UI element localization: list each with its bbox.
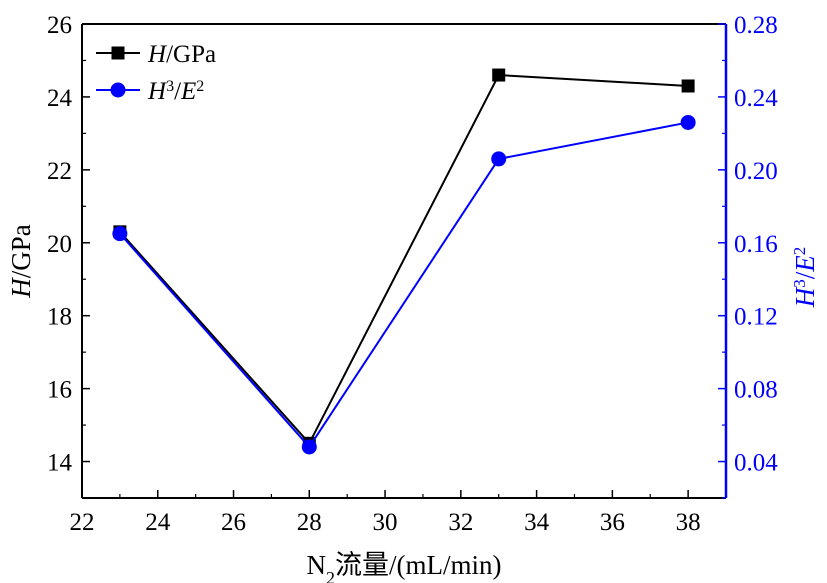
- data-point-circle: [491, 151, 507, 167]
- right-y-tick-label: 0.16: [734, 231, 778, 258]
- series-line-1: [119, 121, 689, 449]
- right-y-axis-title-part: 2: [790, 247, 809, 256]
- x-axis-title-part: N: [307, 550, 327, 580]
- legend-label-1: H3/E2: [147, 78, 204, 106]
- right-y-tick-label: 0.20: [734, 158, 778, 185]
- legend-label-part: 2: [196, 78, 204, 95]
- x-tick-label: 36: [600, 509, 625, 536]
- x-tick-label: 26: [221, 509, 246, 536]
- x-axis-title-subscript: 2: [326, 568, 335, 583]
- data-point-circle: [301, 439, 317, 455]
- left-y-axis-title-part: /GPa: [6, 224, 36, 278]
- x-axis-title: N2流量/(mL/min): [307, 550, 502, 583]
- right-y-tick-label: 0.08: [734, 377, 778, 404]
- series-layer: [112, 68, 696, 455]
- right-y-axis-title-part: E: [790, 255, 820, 273]
- data-point-square: [492, 68, 506, 82]
- data-point-square: [681, 79, 695, 93]
- legend-label-part: /GPa: [166, 41, 216, 68]
- right-y-axis-title-part: 3: [790, 279, 809, 288]
- data-point-circle: [680, 114, 696, 130]
- left-y-axis-title-part: H: [6, 277, 36, 299]
- legend-label-part: 3: [166, 78, 174, 95]
- x-tick-label: 38: [676, 509, 701, 536]
- left-y-tick-label: 20: [47, 231, 72, 258]
- right-y-tick-label: 0.28: [734, 12, 778, 39]
- left-y-tick-label: 26: [47, 12, 72, 39]
- left-y-tick-label: 14: [47, 450, 73, 477]
- series-line-0: [119, 74, 689, 446]
- right-y-tick-label: 0.24: [734, 85, 778, 112]
- left-y-tick-label: 16: [47, 377, 72, 404]
- legend-marker-circle: [110, 82, 126, 98]
- legend-label-part: /: [174, 78, 181, 105]
- axes: 22 24 26 28 30 32 34 36 38141618202224260.040.08…: [6, 12, 820, 583]
- right-y-axis-title: H3/E2: [790, 247, 821, 309]
- left-y-axis-title: H/GPa: [6, 224, 36, 299]
- left-y-tick-label: 22: [47, 158, 72, 185]
- data-point-circle: [112, 226, 128, 242]
- x-tick-label: 34: [524, 509, 550, 536]
- x-tick-label: 32: [448, 509, 473, 536]
- legend-label-part: H: [147, 41, 168, 68]
- x-tick-label: 30: [373, 509, 398, 536]
- legend-label-part: H: [147, 78, 168, 105]
- legend-marker-square: [111, 46, 125, 60]
- legend-label-part: E: [180, 78, 196, 105]
- x-tick-label: 28: [297, 509, 322, 536]
- right-y-axis-title-part: H: [790, 286, 820, 308]
- left-y-tick-label: 24: [47, 85, 73, 112]
- left-y-tick-label: 18: [47, 304, 72, 331]
- x-tick-label: 24: [145, 509, 171, 536]
- right-y-tick-label: 0.04: [734, 450, 778, 477]
- right-y-axis-title-part: /: [790, 271, 820, 279]
- right-y-tick-label: 0.12: [734, 304, 778, 331]
- legend-label-0: H/GPa: [147, 41, 216, 68]
- x-axis-title-part: 流量/(mL/min): [335, 550, 501, 580]
- x-tick-label: 22: [70, 509, 95, 536]
